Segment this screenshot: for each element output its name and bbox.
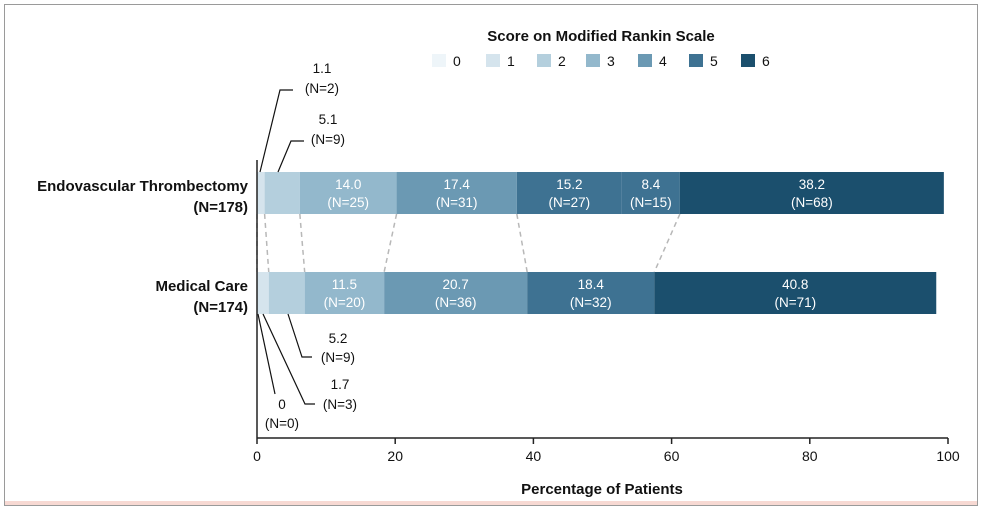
bar-n-label: (N=27) xyxy=(549,195,591,210)
x-axis-ticks: 0 20 40 60 80 100 xyxy=(253,438,960,464)
x-tick-label: 40 xyxy=(526,448,542,464)
legend-swatch-4 xyxy=(638,54,652,67)
x-tick-label: 60 xyxy=(664,448,680,464)
legend-swatch-5 xyxy=(689,54,703,67)
bar-pct-label: 20.7 xyxy=(443,277,469,292)
bar-n-label: (N=68) xyxy=(791,195,833,210)
bar-medical-seg-1 xyxy=(257,272,269,314)
connector-line xyxy=(653,213,681,273)
bar-medical-seg-3 xyxy=(304,272,385,314)
bar-medical-seg-2 xyxy=(268,272,305,314)
callout-n: (N=0) xyxy=(265,416,299,431)
bar-pct-label: 17.4 xyxy=(444,177,471,192)
legend-swatch-1 xyxy=(486,54,500,67)
connector-line xyxy=(516,213,528,273)
bar-thrombectomy-seg-5 xyxy=(516,172,622,214)
bar-medical-seg-5 xyxy=(527,272,655,314)
connector-line xyxy=(383,213,398,273)
bottom-accent-line xyxy=(5,501,977,505)
bar-medical-seg-6 xyxy=(654,272,937,314)
callout-n: (N=9) xyxy=(321,350,355,365)
callout-n: (N=2) xyxy=(305,81,339,96)
bar-pct-label: 40.8 xyxy=(782,277,808,292)
row-label-medical-care-n: (N=174) xyxy=(193,299,248,316)
callout-pct: 1.1 xyxy=(313,61,332,76)
bar-thrombectomy-seg-3 xyxy=(299,172,397,214)
legend-swatch-3 xyxy=(586,54,600,67)
bar-thrombectomy-seg-6 xyxy=(621,172,680,214)
bar-pct-label: 18.4 xyxy=(578,277,605,292)
row-label-thrombectomy-n: (N=178) xyxy=(193,199,248,216)
bar-medical-seg-4 xyxy=(384,272,528,314)
row-label-medical-care: Medical Care xyxy=(155,278,248,295)
bar-n-label: (N=36) xyxy=(435,295,477,310)
legend-label-5: 5 xyxy=(710,53,718,69)
callout-leader xyxy=(257,313,276,395)
bar-pct-label: 8.4 xyxy=(641,177,660,192)
bar-n-label: (N=71) xyxy=(774,295,816,310)
bars xyxy=(257,172,944,314)
legend-label-2: 2 xyxy=(558,53,566,69)
legend-swatch-6 xyxy=(741,54,755,67)
connector-line xyxy=(263,213,270,273)
legend-label-1: 1 xyxy=(507,53,515,69)
bar-n-label: (N=20) xyxy=(324,295,366,310)
bar-pct-label: 15.2 xyxy=(556,177,582,192)
callouts: 1.1 (N=2) 5.1 (N=9) 5.2 (N=9) 1.7 (N=3) 0 (N=0) xyxy=(257,61,357,431)
bar-thrombectomy-seg-7 xyxy=(679,172,944,214)
bar-n-label: (N=32) xyxy=(570,295,612,310)
x-axis-title: Percentage of Patients xyxy=(521,481,683,498)
connector-line xyxy=(299,213,306,273)
legend-label-0: 0 xyxy=(453,53,461,69)
callout-leader xyxy=(262,313,315,405)
callout-n: (N=9) xyxy=(311,132,345,147)
callout-pct: 5.2 xyxy=(329,331,348,346)
legend-label-6: 6 xyxy=(762,53,770,69)
bar-n-label: (N=25) xyxy=(327,195,369,210)
x-tick-label: 80 xyxy=(802,448,818,464)
legend-swatch-2 xyxy=(537,54,551,67)
legend: 0 1 2 3 4 5 6 xyxy=(432,53,770,69)
callout-pct: 5.1 xyxy=(319,112,338,127)
callout-leader xyxy=(277,140,304,173)
bar-thrombectomy-seg-2 xyxy=(264,172,300,214)
x-tick-label: 0 xyxy=(253,448,261,464)
legend-label-4: 4 xyxy=(659,53,667,69)
bar-n-label: (N=31) xyxy=(436,195,478,210)
callout-pct: 0 xyxy=(278,397,286,412)
callout-leader xyxy=(259,89,293,173)
callout-pct: 1.7 xyxy=(331,377,350,392)
bar-thrombectomy-seg-4 xyxy=(396,172,517,214)
bar-thrombectomy-seg-1 xyxy=(257,172,265,214)
legend-swatch-0 xyxy=(432,54,446,67)
row-label-thrombectomy: Endovascular Thrombectomy xyxy=(37,178,249,195)
x-tick-label: 100 xyxy=(936,448,960,464)
legend-title: Score on Modified Rankin Scale xyxy=(487,28,715,45)
x-tick-label: 20 xyxy=(387,448,403,464)
callout-leader xyxy=(287,313,312,358)
bar-pct-label: 38.2 xyxy=(799,177,825,192)
bar-n-label: (N=15) xyxy=(630,195,672,210)
segment-connectors xyxy=(256,213,681,273)
bar-pct-label: 11.5 xyxy=(332,277,357,292)
callout-n: (N=3) xyxy=(323,397,357,412)
bar-pct-label: 14.0 xyxy=(335,177,361,192)
figure-frame xyxy=(4,4,978,506)
legend-label-3: 3 xyxy=(607,53,615,69)
bar-labels: 14.0 (N=25) 17.4 (N=31) 15.2 (N=27) 8.4 (N=15) 3… xyxy=(324,177,833,310)
